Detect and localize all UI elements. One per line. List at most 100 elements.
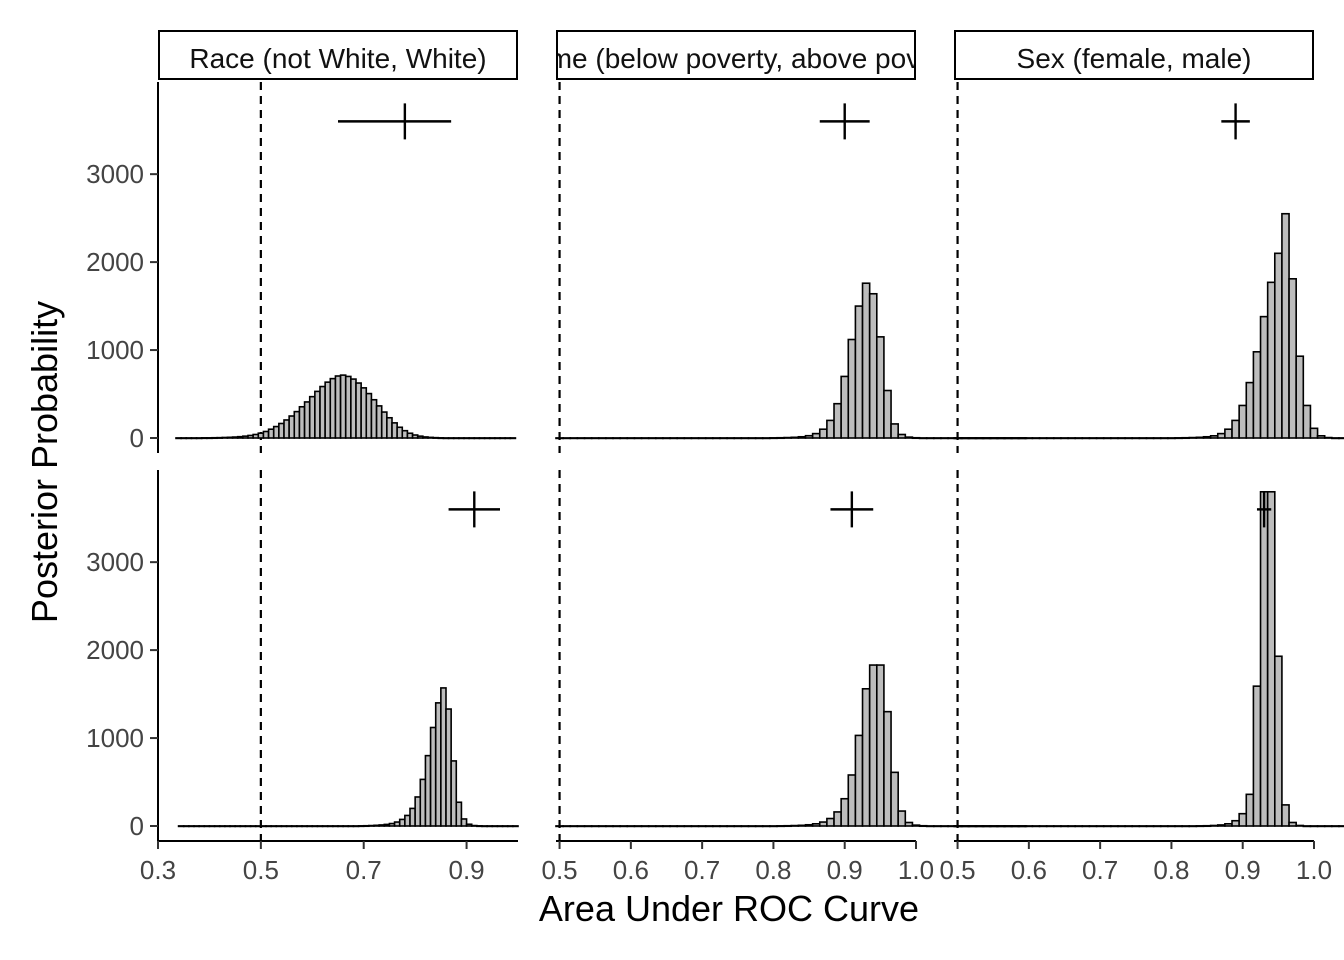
histogram-bar: [1081, 825, 1091, 828]
histogram-bar: [897, 433, 907, 439]
histogram-bar: [1209, 824, 1219, 827]
histogram-bar: [1159, 437, 1169, 440]
histogram-bar: [662, 437, 671, 440]
x-tick-label: 0.9: [448, 855, 484, 885]
histogram-bar: [1309, 427, 1319, 439]
histogram-bar: [669, 437, 678, 440]
histogram-bar: [555, 825, 564, 828]
histogram-bar: [583, 825, 593, 828]
panel-1-0: [555, 82, 1028, 453]
histogram-bar: [1259, 490, 1269, 827]
histogram-bar: [1088, 825, 1098, 828]
histogram-bar: [640, 437, 650, 440]
x-tick-label: 1.0: [1296, 855, 1332, 885]
histogram-bar: [1338, 437, 1344, 440]
histogram-bar: [790, 436, 800, 439]
histogram-bar: [740, 437, 750, 440]
histogram-bar: [1145, 437, 1155, 440]
histogram-bar: [960, 825, 970, 828]
histogram-bar: [1273, 252, 1283, 439]
x-tick-label: 0.3: [140, 855, 176, 885]
histogram-bar: [1331, 437, 1340, 440]
histogram-bar: [769, 825, 778, 828]
histogram-bar: [655, 437, 664, 440]
histogram-bar: [1224, 823, 1233, 827]
histogram-bar: [640, 825, 650, 828]
histogram-bar: [1323, 436, 1333, 439]
histogram-bar: [605, 825, 614, 828]
histogram-bar: [804, 823, 814, 827]
histogram-bar: [981, 437, 991, 440]
histogram-bar: [450, 760, 458, 827]
y-axis-title: Posterior Probability: [24, 301, 65, 623]
histogram-bar: [883, 389, 892, 439]
histogram-bar: [1323, 825, 1333, 828]
histogram-bar: [911, 824, 921, 827]
histogram-bar: [1302, 404, 1312, 439]
histogram-bar: [904, 436, 914, 439]
x-tick-label: 0.8: [1153, 855, 1189, 885]
histogram-bar: [1095, 437, 1105, 440]
histogram-bar: [995, 437, 1005, 440]
x-axis-title: Area Under ROC Curve: [539, 888, 919, 929]
histogram-bar: [1266, 490, 1276, 827]
histogram-bar: [1095, 825, 1105, 828]
histogram-bar: [890, 423, 899, 439]
panel-0-1: 0 1000 2000 3000 0.3 0.5 0.7 0.9: [86, 470, 519, 885]
histogram-bar: [1074, 825, 1084, 828]
histogram-bar: [747, 825, 757, 828]
histogram-bar: [455, 801, 463, 827]
histogram-bar: [783, 436, 793, 439]
histogram-bar: [690, 437, 700, 440]
histogram-bar: [597, 437, 607, 440]
histogram-bar: [1152, 825, 1162, 828]
y-tick-label: 2000: [86, 635, 144, 665]
histogram-bar: [1045, 825, 1055, 828]
histogram-bar: [1266, 281, 1276, 439]
histogram-bar: [676, 825, 686, 828]
histogram-bar: [1181, 825, 1191, 828]
histogram-bar: [847, 774, 857, 827]
histogram-bar: [1245, 793, 1255, 827]
histogram-bar: [1174, 825, 1183, 828]
histogram-bar: [683, 437, 693, 440]
histogram-bar: [883, 710, 892, 827]
histogram-bar: [818, 821, 828, 827]
histogram-bar: [1181, 436, 1191, 440]
histogram-bar: [1117, 825, 1126, 828]
histogram-bar: [854, 734, 864, 827]
histogram-bar: [1102, 437, 1112, 440]
histogram-bar: [797, 435, 807, 439]
histogram-bar: [974, 437, 984, 440]
panel-2-1: 0.5 0.6 0.7 0.8 0.9 1.0: [939, 470, 1344, 885]
histogram-bar: [1110, 437, 1119, 440]
histogram-bar: [1024, 437, 1034, 440]
histogram-bar: [1038, 825, 1048, 828]
histogram-bar: [719, 437, 728, 440]
x-tick-label: 0.6: [1011, 855, 1047, 885]
histogram-bar: [512, 825, 519, 828]
histogram-bar: [655, 825, 664, 828]
histogram-bar: [904, 821, 914, 827]
histogram-bar: [1117, 437, 1126, 440]
histogram-bar: [1159, 825, 1169, 828]
histogram-bar: [918, 824, 928, 828]
histogram-bar: [897, 810, 907, 827]
histogram-bar: [697, 825, 707, 828]
histogram-bar: [612, 825, 621, 828]
histogram-bar: [460, 818, 468, 827]
histogram-bar: [626, 825, 636, 828]
x-tick-label: 0.7: [1082, 855, 1118, 885]
histogram-bar: [1281, 804, 1290, 827]
histogram-bar: [1038, 437, 1048, 440]
facet-strip-label: Sex (female, male): [1017, 43, 1252, 74]
histogram-bar: [868, 292, 878, 439]
histogram-bar: [1295, 355, 1305, 439]
histogram-bar: [1124, 825, 1134, 828]
histogram-bar: [1259, 315, 1269, 439]
histogram-bar: [1131, 825, 1141, 828]
histogram-bar: [868, 664, 878, 827]
histogram-bar: [754, 825, 764, 828]
histogram-bar: [833, 402, 842, 439]
